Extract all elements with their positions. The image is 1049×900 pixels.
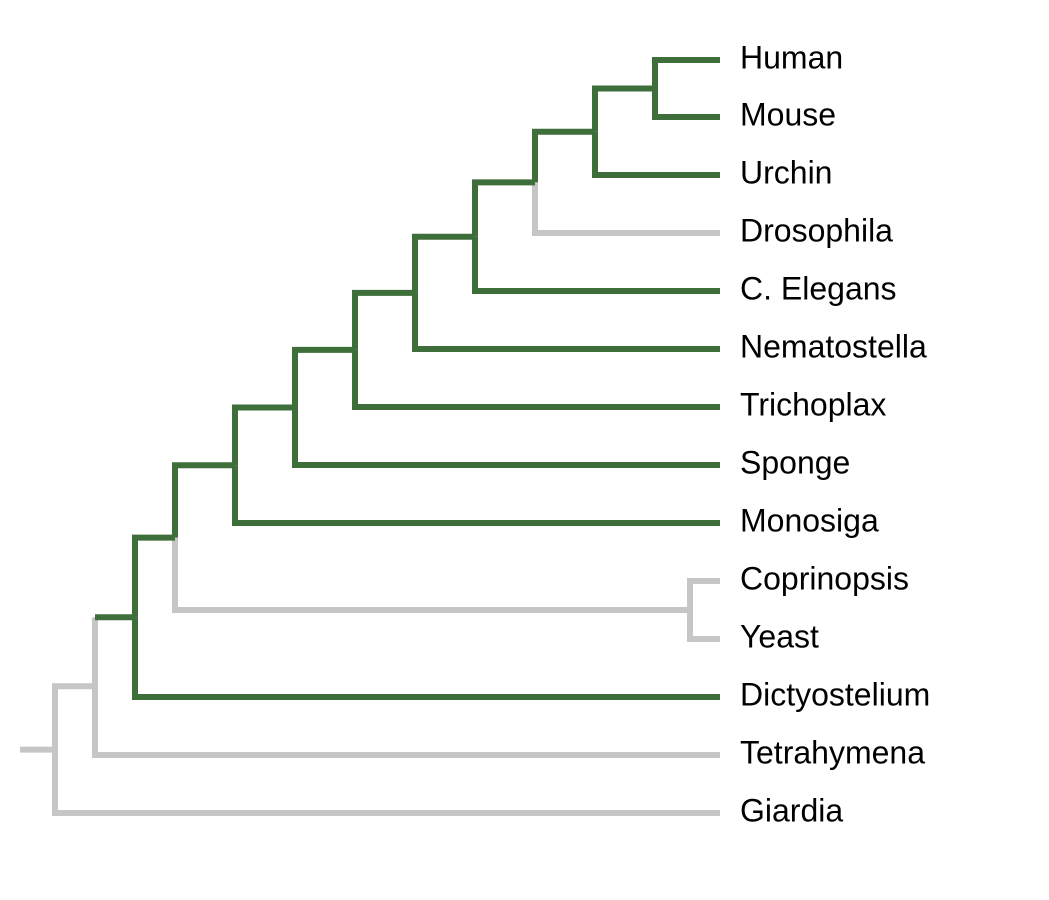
branch (475, 182, 535, 236)
branch (655, 89, 720, 118)
branch (295, 350, 355, 408)
taxon-label: Tetrahymena (740, 734, 925, 770)
branch (55, 686, 95, 749)
branch (135, 617, 720, 697)
phylogenetic-tree: Human Mouse Urchin Drosophila C. Elegans Nema… (0, 0, 1049, 900)
branch (595, 132, 720, 175)
branch (295, 408, 720, 466)
branch (355, 350, 720, 407)
branch (415, 293, 720, 349)
taxon-label: Dictyostelium (740, 676, 930, 712)
branch (235, 408, 295, 466)
branch (535, 182, 720, 233)
branch (655, 60, 720, 89)
branch (175, 465, 235, 537)
taxon-label: Coprinopsis (740, 560, 909, 596)
taxon-label: Mouse (740, 96, 836, 132)
taxon-label: Drosophila (740, 212, 893, 248)
branch (475, 237, 720, 291)
branch (595, 89, 655, 132)
taxon-label: Giardia (740, 792, 843, 828)
branch (690, 581, 720, 610)
taxon-label: Urchin (740, 154, 832, 190)
taxon-label: Yeast (740, 618, 819, 654)
branch (415, 237, 475, 293)
branch (690, 610, 720, 639)
branch (55, 750, 720, 813)
branch (235, 465, 720, 523)
taxon-label: Monosiga (740, 502, 879, 538)
taxon-label: Nematostella (740, 328, 927, 364)
branch (355, 293, 415, 350)
taxon-label: Trichoplax (740, 386, 886, 422)
branch (175, 538, 690, 610)
taxon-label: Sponge (740, 444, 850, 480)
branch (535, 132, 595, 183)
taxon-label: Human (740, 39, 843, 75)
branch (135, 538, 175, 618)
taxon-label: C. Elegans (740, 270, 897, 306)
